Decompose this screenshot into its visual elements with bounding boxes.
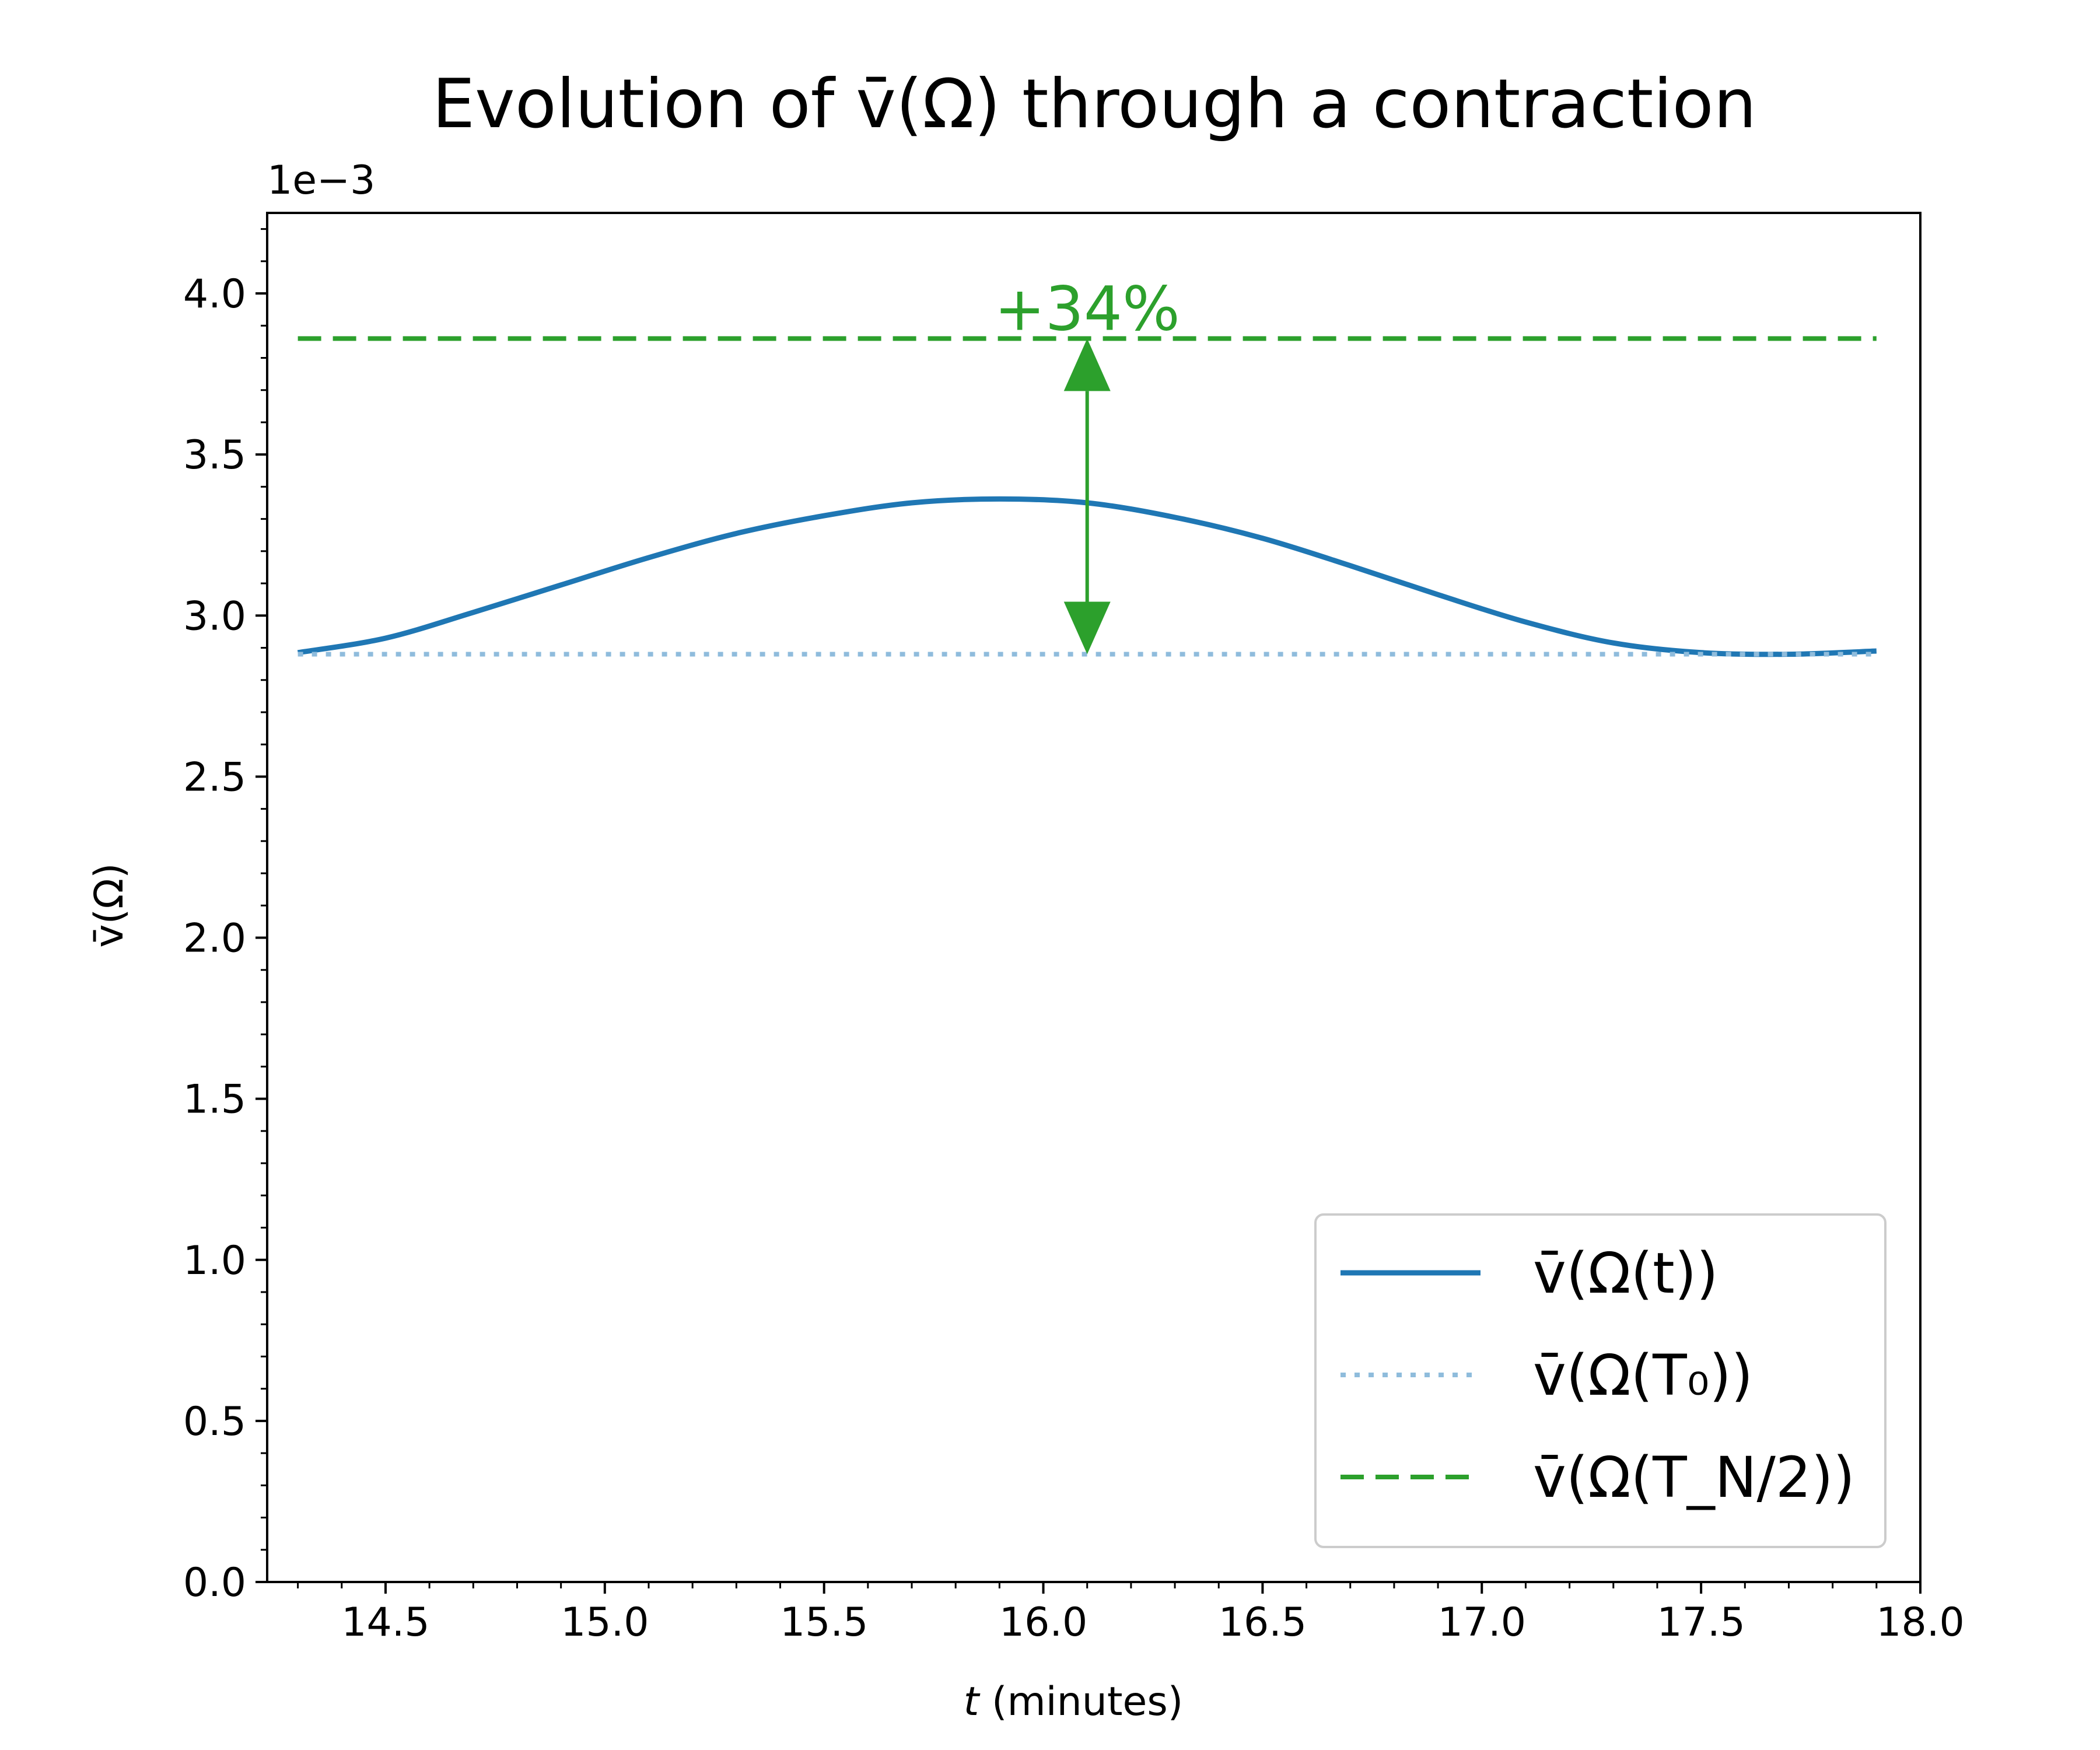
x-tick-label: 18.0 [1876,1600,1964,1646]
y-offset-label: 1e−3 [267,158,375,204]
axes-frame [266,212,1922,1583]
y-tick-label: 3.0 [183,593,246,639]
x-tick-label: 16.5 [1219,1600,1307,1646]
x-tick-label: 15.5 [780,1600,868,1646]
y-axis-label: v̄(Ω) [86,863,132,947]
annotation-label: +34% [995,273,1180,344]
legend-label-3: v̄(Ω(T_N/2)) [1533,1445,1855,1510]
y-tick-label: 2.5 [183,754,246,800]
x-tick-label: 17.5 [1657,1600,1745,1646]
y-tick-label: 4.0 [183,271,246,317]
annotation-arrowhead-down [1063,601,1111,654]
y-tick-label: 3.5 [183,432,246,478]
y-tick-label: 2.0 [183,916,246,962]
chart-title: Evolution of v̄(Ω) through a contraction [432,65,1756,144]
y-tick-label: 1.5 [183,1077,246,1123]
x-tick-label: 16.0 [999,1600,1087,1646]
x-axis-label: t (minutes) [964,1679,1184,1725]
y-tick-label: 1.0 [183,1238,246,1284]
legend-label-1: v̄(Ω(t)) [1533,1241,1718,1306]
legend-label-2: v̄(Ω(T₀)) [1533,1343,1753,1408]
legend-box [1314,1213,1887,1548]
legend: v̄(Ω(t)) v̄(Ω(T₀)) v̄(Ω(T_N/2)) [1314,1213,1887,1548]
annotation-arrowhead-up [1063,338,1111,391]
annotation-layer: +34% [995,273,1180,654]
x-tick-label: 14.5 [341,1600,429,1646]
x-tick-label: 15.0 [561,1600,649,1646]
y-tick-label: 0.5 [183,1399,246,1445]
axes: 14.5 15.0 15.5 16.0 16.5 17.0 17.5 18.0 0.0 0.5 1.… [183,212,1965,1646]
x-tick-label: 17.0 [1438,1600,1526,1646]
y-tick-label: 0.0 [183,1560,246,1606]
